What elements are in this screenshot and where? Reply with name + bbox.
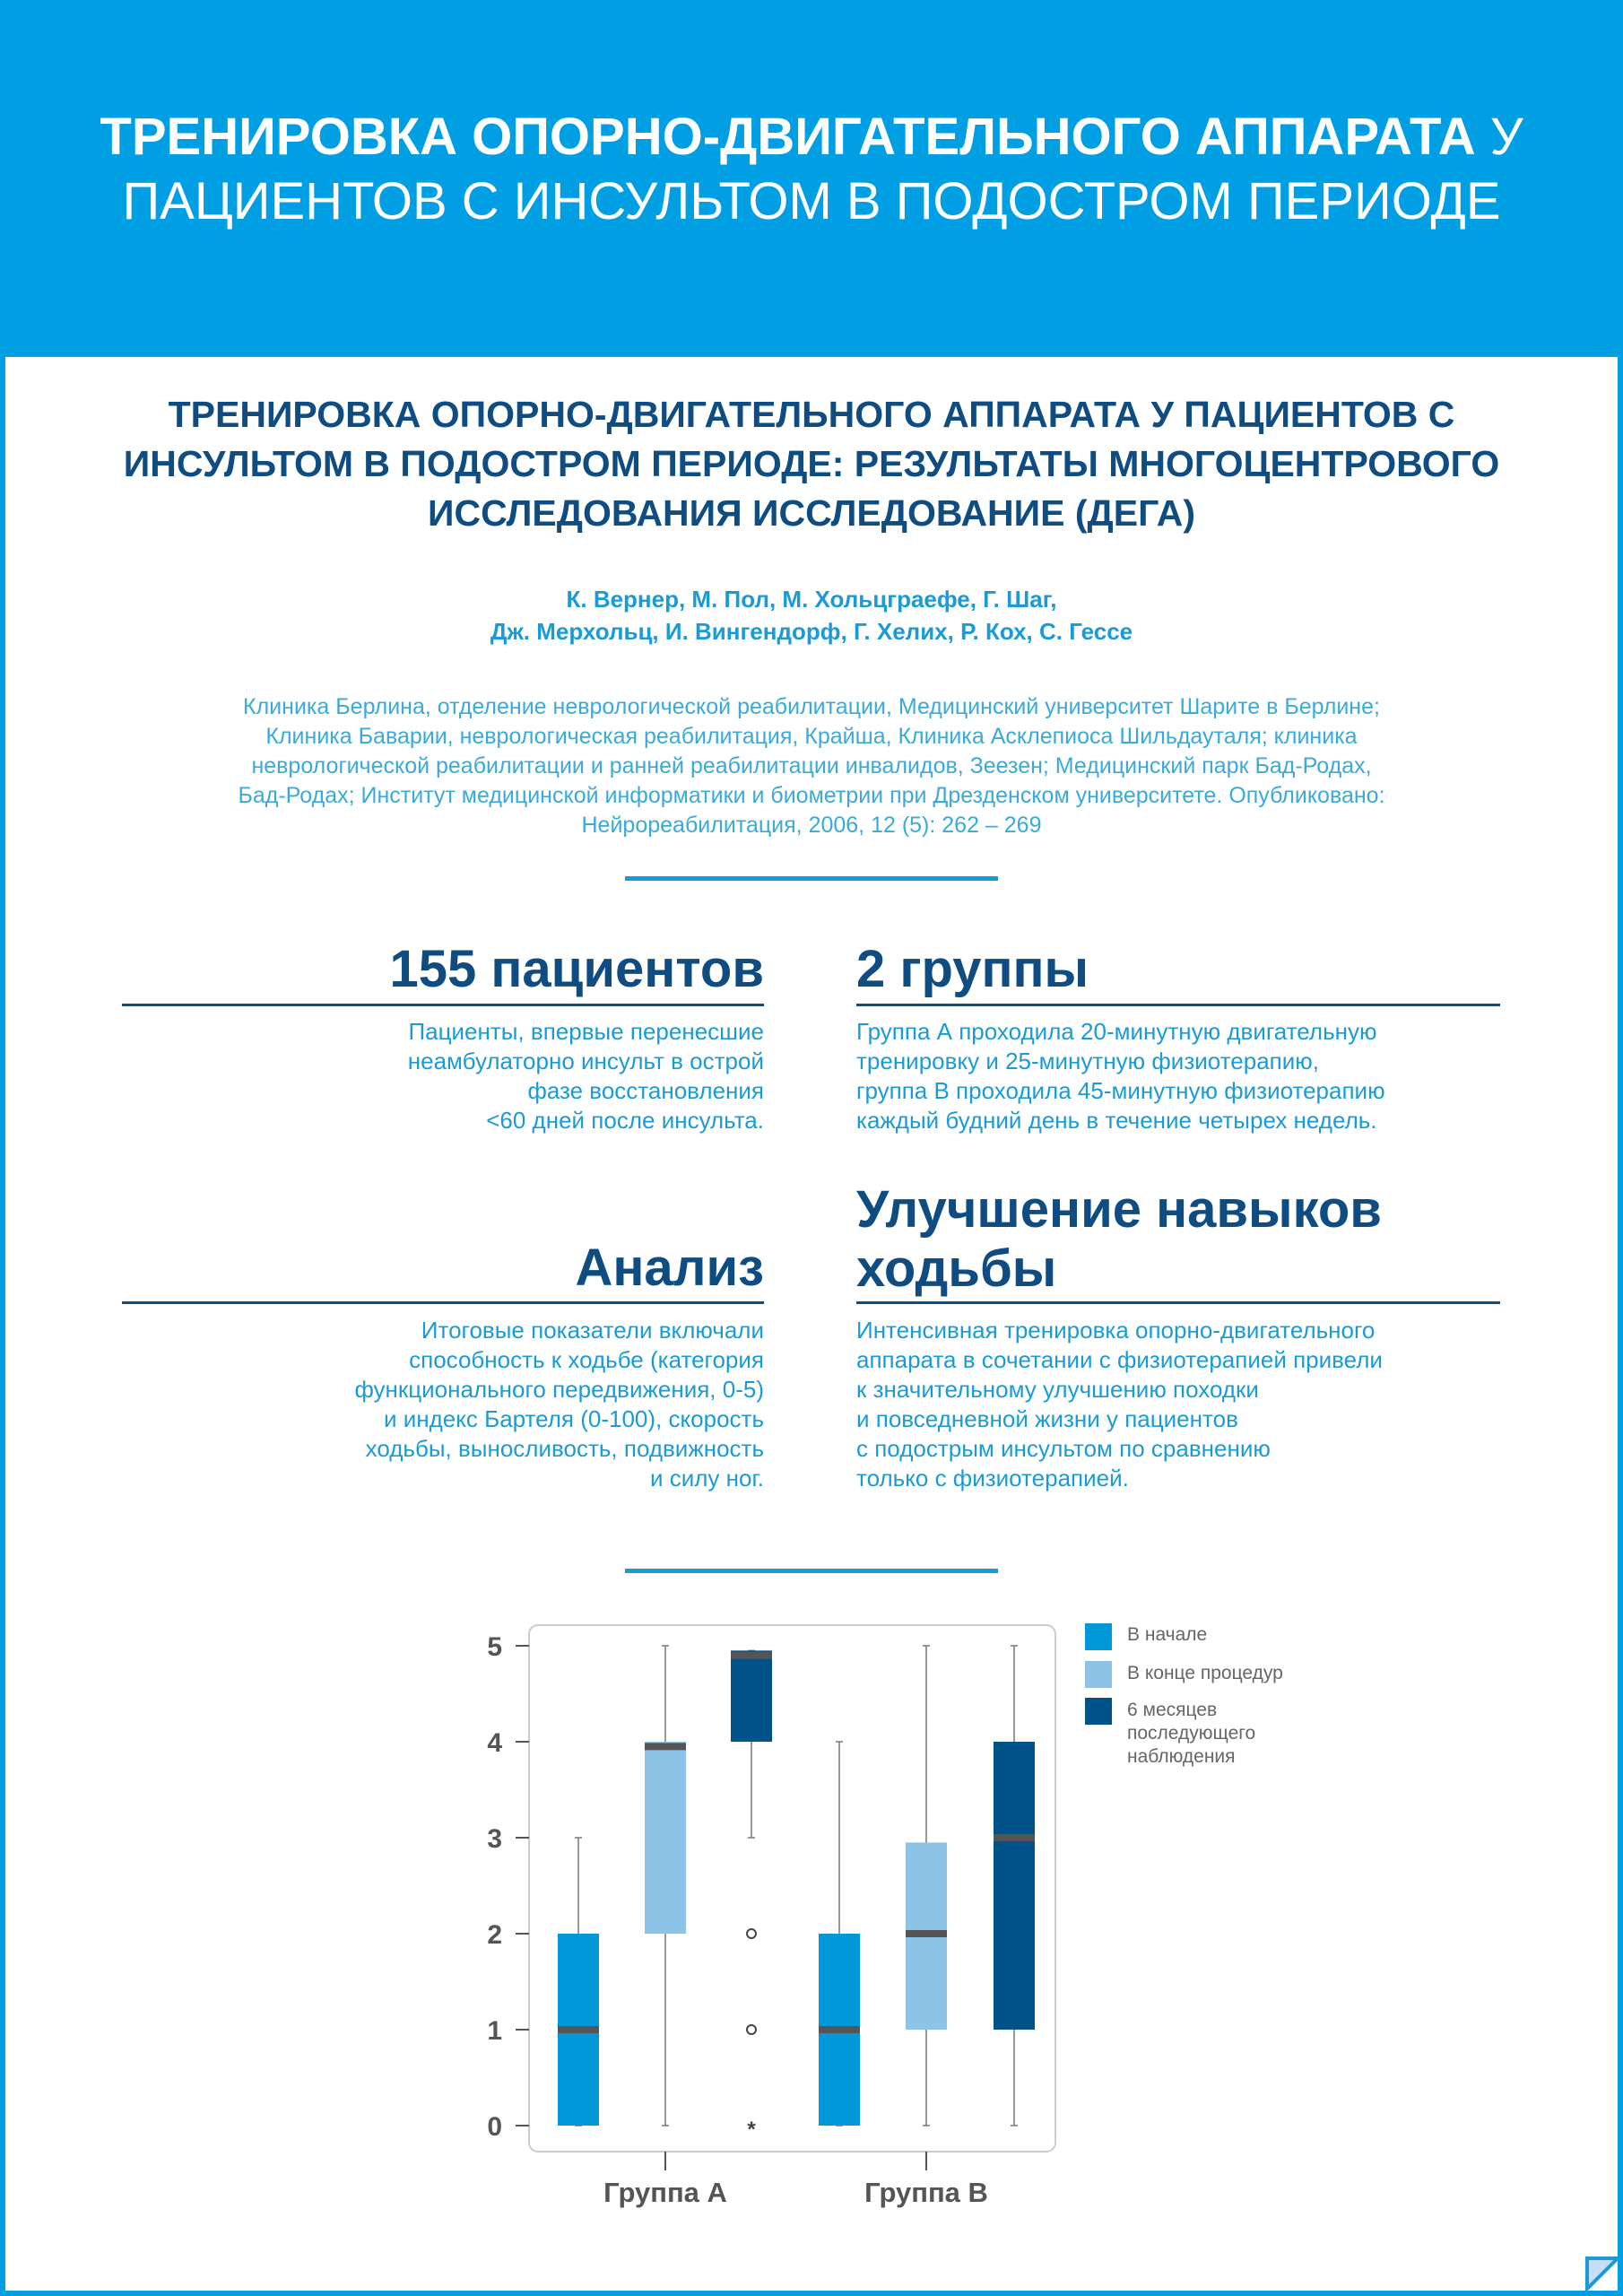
improvement-text: Интенсивная тренировка опорно-двигательн… (856, 1316, 1538, 1493)
heading-underline (122, 1301, 764, 1304)
text-line: неамбулаторно инсульт в острой (407, 1048, 764, 1074)
heading-underline (122, 1004, 764, 1006)
paper-title-line: ТРЕНИРОВКА ОПОРНО-ДВИГАТЕЛЬНОГО АППАРАТА… (168, 394, 1455, 435)
y-tick-label: 0 (487, 2112, 502, 2142)
text-line: к значительному улучшению походки (856, 1376, 1259, 1403)
heading-underline (856, 1301, 1500, 1304)
heading-line: ходьбы (856, 1239, 1057, 1298)
median-line (558, 2026, 599, 2033)
text-line: Интенсивная тренировка опорно-двигательн… (856, 1317, 1376, 1344)
groups-text: Группа А проходила 20-минутную двигатель… (856, 1017, 1520, 1135)
median-line (819, 2026, 860, 2033)
affiliations: Клиника Берлина, отделение неврологическ… (108, 692, 1515, 840)
text-line: функционального передвижения, 0-5) (354, 1376, 764, 1403)
y-tick-label: 3 (487, 1824, 502, 1854)
text-line: способность к ходьбе (категория (409, 1346, 764, 1373)
box (994, 1742, 1035, 2030)
box (645, 1742, 686, 1934)
text-line: и индекс Бартеля (0-100), скорость (383, 1405, 764, 1432)
outlier-point (746, 1928, 757, 1939)
text-line: Группа А проходила 20-минутную двигатель… (856, 1018, 1377, 1045)
legend-swatch-end (1085, 1661, 1112, 1688)
text-line: ходьбы, выносливость, подвижность (365, 1435, 764, 1462)
heading-underline (856, 1004, 1500, 1006)
box (731, 1650, 772, 1742)
header-title-line1: ТРЕНИРОВКА ОПОРНО-ДВИГАТЕЛЬНОГО АППАРАТА… (0, 106, 1623, 169)
x-tick-label: Группа В (864, 2177, 988, 2208)
header-title-rest: У (1475, 108, 1523, 166)
text-line: <60 дней после инсульта. (486, 1107, 764, 1134)
y-tick-label: 5 (487, 1632, 502, 1662)
text-line: фазе восстановления (527, 1077, 764, 1104)
patients-text: Пациенты, впервые перенесшие неамбулатор… (122, 1017, 764, 1135)
analysis-text: Итоговые показатели включали способность… (122, 1316, 764, 1493)
page-curl-icon (1585, 2257, 1618, 2291)
authors-line: Дж. Мерхольц, И. Вингендорф, Г. Хелих, Р… (490, 618, 1133, 645)
affiliation-line: неврологической реабилитации и ранней ре… (251, 753, 1372, 778)
text-line: каждый будний день в течение четырех нед… (856, 1107, 1377, 1134)
patients-heading: 155 пациентов (389, 940, 765, 998)
plot-frame (528, 1624, 1056, 2152)
text-line: и силу ног. (649, 1465, 764, 1492)
text-line: Итоговые показатели включали (421, 1317, 764, 1344)
paper-title-line: ИНСУЛЬТОМ В ПОДОСТРОМ ПЕРИОДЕ: РЕЗУЛЬТАТ… (123, 443, 1500, 484)
legend-label-baseline: В начале (1127, 1624, 1208, 1645)
x-tick-label: Группа А (603, 2177, 727, 2208)
legend-label-end: В конце процедур (1127, 1663, 1283, 1683)
text-line: с подострым инсультом по сравнению (856, 1435, 1271, 1462)
divider (625, 1569, 998, 1573)
y-tick-label: 4 (487, 1728, 502, 1758)
content-panel (0, 357, 1623, 2296)
paper-title-line: ИССЛЕДОВАНИЯ ИССЛЕДОВАНИЕ (ДЕГА) (428, 492, 1195, 534)
y-tick-label: 1 (487, 2016, 502, 2046)
text-line: тренировку и 25-минутную физиотерапию, (856, 1048, 1319, 1074)
paper-title: ТРЕНИРОВКА ОПОРНО-ДВИГАТЕЛЬНОГО АППАРАТА… (36, 390, 1587, 538)
text-line: Пациенты, впервые перенесшие (408, 1018, 764, 1045)
median-line (731, 1651, 772, 1659)
header-title-line2: ПАЦИЕНТОВ С ИНСУЛЬТОМ В ПОДОСТРОМ ПЕРИОД… (122, 172, 1501, 230)
extreme-point: * (747, 2118, 756, 2142)
authors-line: К. Вернер, М. Пол, М. Хольцграефе, Г. Ша… (566, 586, 1057, 613)
affiliation-line: Бад-Родах; Институт медицинской информат… (238, 783, 1385, 808)
text-line: только с физиотерапией. (856, 1465, 1129, 1492)
header-title-bold: ТРЕНИРОВКА ОПОРНО-ДВИГАТЕЛЬНОГО АППАРАТА (100, 108, 1476, 166)
y-tick-label: 2 (487, 1920, 502, 1950)
median-line (645, 1743, 686, 1751)
groups-heading: 2 группы (856, 940, 1089, 998)
median-line (906, 1930, 947, 1937)
legend-swatch-baseline (1085, 1623, 1112, 1650)
header-banner: ТРЕНИРОВКА ОПОРНО-ДВИГАТЕЛЬНОГО АППАРАТА… (0, 0, 1623, 357)
heading-line: Улучшение навыков (856, 1180, 1382, 1239)
text-line: и повседневной жизни у пациентов (856, 1405, 1238, 1432)
analysis-heading: Анализ (575, 1239, 764, 1297)
median-line (994, 1834, 1035, 1841)
authors: К. Вернер, М. Пол, М. Хольцграефе, Г. Ша… (0, 583, 1623, 648)
divider (625, 876, 998, 881)
text-line: группа В проходила 45-минутную физиотера… (856, 1077, 1385, 1104)
improvement-heading: Улучшение навыков ходьбы (856, 1180, 1538, 1299)
outlier-point (746, 2024, 757, 2035)
affiliation-line: Клиника Берлина, отделение неврологическ… (243, 694, 1380, 719)
legend-label-followup: 6 месяцев последующего наблюдения (1127, 1700, 1256, 1767)
affiliation-line: Клиника Баварии, неврологическая реабили… (265, 724, 1358, 749)
affiliation-line: Нейрореабилитация, 2006, 12 (5): 262 – 2… (581, 813, 1042, 838)
legend-swatch-followup (1085, 1698, 1112, 1725)
text-line: аппарата в сочетании с физиотерапией при… (856, 1346, 1383, 1373)
